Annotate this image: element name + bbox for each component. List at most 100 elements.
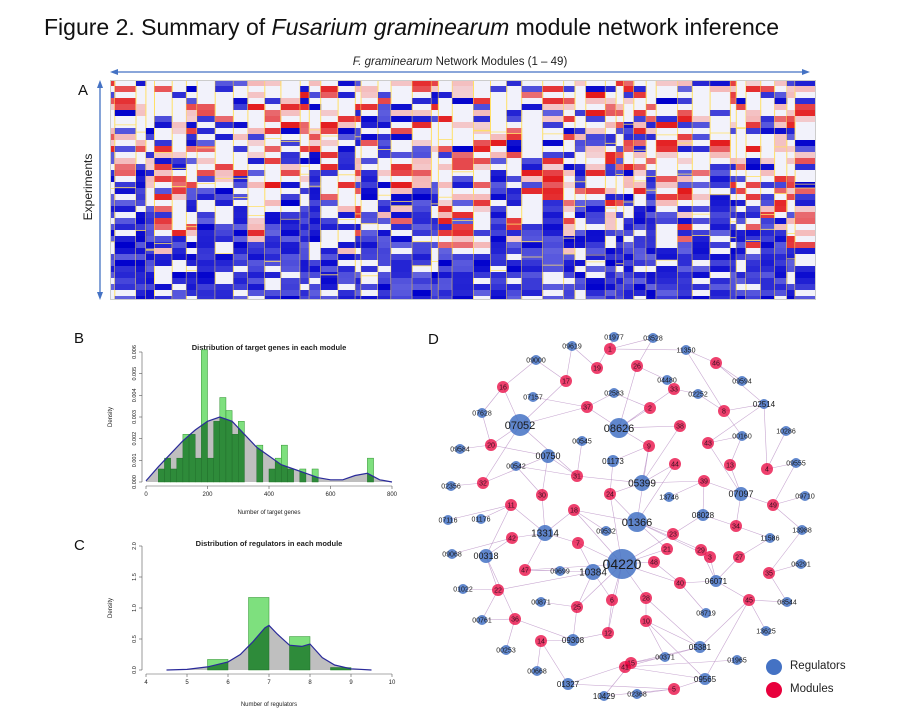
heatmap-cell [452,284,474,290]
module-node-label: 46 [712,361,720,368]
module-node-label: 27 [735,555,743,562]
heatmap-cell [452,230,474,236]
heatmap-cell [172,278,187,284]
heatmap-cell [338,80,356,86]
network-edge [624,659,738,668]
heatmap-cell [412,122,432,128]
heatmap-cell [391,290,413,296]
heatmap-cell [438,260,453,266]
heatmap-cell [730,200,737,206]
heatmap-cell [438,152,453,158]
targets-y-tick-label: 0.000 [132,475,138,489]
heatmap-cell [233,122,249,128]
module-node [485,439,497,451]
heatmap-cell [309,212,322,218]
heatmap-cell [585,212,606,218]
heatmap-cell [736,200,747,206]
heatmap-cell [378,152,392,158]
module-node [640,615,652,627]
heatmap-cell [264,272,282,278]
network-edge [535,359,567,382]
heatmap-cell [506,272,523,278]
heatmap-cell [247,254,266,260]
heatmap-cell [605,110,617,116]
heatmap-cell [542,110,564,116]
heatmap-cell [300,266,310,272]
network-edge [704,599,750,680]
regulator-node [446,481,456,491]
heatmap-cell [300,188,310,194]
module-node [604,488,616,500]
heatmap-cell [795,296,816,300]
heatmap-cell [563,182,576,188]
module-node [506,532,518,544]
heatmap-cell [473,254,491,260]
heatmap-cell [320,92,339,98]
regulator-node-label: 08028 [692,511,715,520]
heatmap-cell [247,170,266,176]
heatmap-cell [605,248,617,254]
module-node-label: 15 [627,661,635,668]
heatmap-cell [154,194,173,200]
heatmap-cell [412,260,432,266]
heatmap-cell [656,176,678,182]
heatmap-cell [760,248,775,254]
heatmap-cell [473,200,491,206]
heatmap-cell [736,230,747,236]
heatmap-cell [585,188,606,194]
heatmap-cell [233,212,249,218]
heatmap-cell [145,164,155,170]
heatmap-cell [692,242,711,248]
heatmap-cell [438,182,453,188]
heatmap-cell [506,260,523,266]
heatmap-cell [786,80,796,86]
heatmap-cell [692,80,711,86]
heatmap-cell [309,284,322,290]
heatmap-cell [646,116,657,122]
heatmap-cell [391,272,413,278]
heatmap-cell [280,230,301,236]
heatmap-cell [136,176,147,182]
heatmap-cell [264,290,282,296]
heatmap-cell [233,248,249,254]
heatmap-cell [760,128,775,134]
heatmap-cell [172,92,187,98]
heatmap-cell [585,86,606,92]
regulator-node [455,444,465,454]
heatmap-cell [197,272,216,278]
heatmap-cell [563,86,576,92]
heatmap-cell [542,182,564,188]
regulator-node-label: 08719 [696,610,716,617]
heatmap-cell [633,224,647,230]
heatmap-cell [563,116,576,122]
heatmap-cell [320,266,339,272]
heatmap-cell [197,224,216,230]
heatmap-cell [355,290,362,296]
heatmap-cell [605,284,617,290]
heatmap-cell [490,86,508,92]
heatmap-cell [412,254,432,260]
heatmap-cell [280,152,301,158]
network-edge [645,620,706,680]
heatmap-cell [746,128,762,134]
heatmap-cell [585,92,606,98]
heatmap-cell [338,122,356,128]
heatmap-cell [677,134,693,140]
heatmap-cell [506,230,523,236]
heatmap-cell [646,272,657,278]
heatmap-cell [760,284,775,290]
module-node-label: 45 [745,598,753,605]
heatmap-cell [623,146,635,152]
heatmap-cell [378,254,392,260]
heatmap-cell [247,242,266,248]
regulator-node-label: 07097 [728,489,753,499]
heatmap-cell [616,260,624,266]
heatmap-cell [145,260,155,266]
heatmap-cell [677,170,693,176]
heatmap-cell [473,164,491,170]
heatmap-cell [521,242,544,248]
heatmap-cell [473,206,491,212]
regulator-node-label: 13988 [792,527,812,534]
heatmap-cell [736,176,747,182]
regulator-node-label: 00871 [531,599,551,606]
